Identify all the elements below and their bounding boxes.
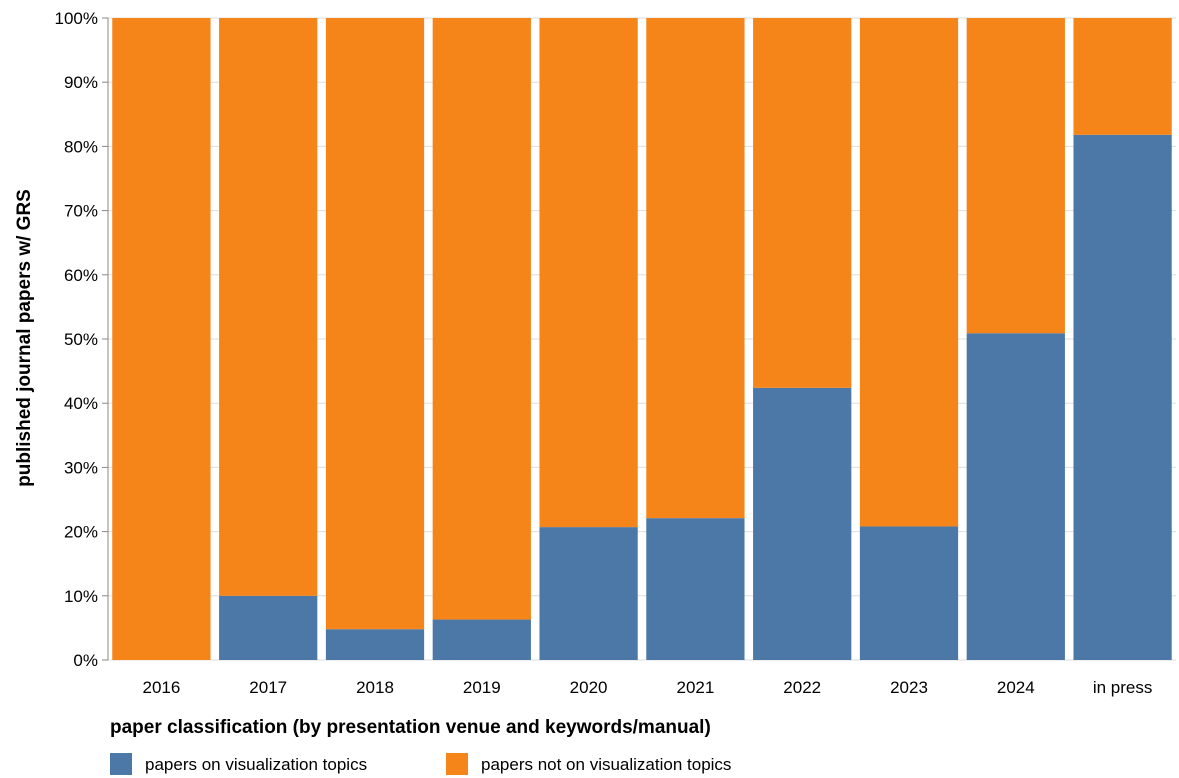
legend-swatch xyxy=(110,753,132,775)
bar-segment xyxy=(1073,18,1172,135)
y-tick-label: 80% xyxy=(64,137,98,156)
legend-title: paper classification (by presentation ve… xyxy=(110,717,711,738)
bar-segment xyxy=(646,18,745,519)
bar-segment xyxy=(966,18,1065,334)
y-tick-label: 100% xyxy=(55,9,98,28)
x-tick-label: 2018 xyxy=(356,678,394,697)
y-axis-title: published journal papers w/ GRS xyxy=(14,189,35,487)
bar-segment xyxy=(753,18,852,388)
bar-segment xyxy=(539,527,638,660)
y-tick-label: 30% xyxy=(64,458,98,477)
y-tick-label: 70% xyxy=(64,202,98,221)
bar-segment xyxy=(325,629,425,660)
bar-segment xyxy=(219,595,318,660)
bar-segment xyxy=(753,387,852,660)
y-tick-label: 20% xyxy=(64,523,98,542)
legend-label: papers not on visualization topics xyxy=(481,755,731,774)
x-tick-label: 2017 xyxy=(249,678,287,697)
bar-segment xyxy=(646,518,745,660)
x-tick-label: 2023 xyxy=(890,678,928,697)
bar-segment xyxy=(219,18,318,596)
bar-segment xyxy=(112,18,211,660)
bar-segment xyxy=(859,526,959,660)
x-tick-label: in press xyxy=(1093,678,1153,697)
bar-segment xyxy=(432,619,531,660)
y-tick-label: 60% xyxy=(64,266,98,285)
bar-segment xyxy=(859,18,959,527)
bar-segment xyxy=(325,18,425,630)
y-tick-label: 0% xyxy=(73,651,98,670)
y-axis: 0% 10% 20% 30% 40% 50% 60% 70% 80% 90% 100% xyxy=(55,9,109,670)
bars xyxy=(112,18,1172,660)
bar-segment xyxy=(539,18,638,528)
legend-label: papers on visualization topics xyxy=(145,755,367,774)
y-tick-label: 50% xyxy=(64,330,98,349)
x-tick-label: 2016 xyxy=(142,678,180,697)
x-tick-label: 2022 xyxy=(783,678,821,697)
legend-items: papers on visualization topics papers not… xyxy=(110,753,731,775)
y-tick-label: 90% xyxy=(64,73,98,92)
bar-segment xyxy=(1073,134,1172,660)
legend-swatch xyxy=(446,753,468,775)
bar-segment xyxy=(966,333,1065,660)
x-tick-label: 2019 xyxy=(463,678,501,697)
x-axis: 2016 2017 2018 2019 2020 2021 2022 2023 2024 in p… xyxy=(142,678,1152,697)
y-tick-label: 10% xyxy=(64,587,98,606)
bar-segment xyxy=(432,18,531,620)
x-tick-label: 2021 xyxy=(676,678,714,697)
y-tick-label: 40% xyxy=(64,394,98,413)
x-tick-label: 2024 xyxy=(997,678,1035,697)
x-tick-label: 2020 xyxy=(570,678,608,697)
legend: paper classification (by presentation ve… xyxy=(110,717,731,775)
